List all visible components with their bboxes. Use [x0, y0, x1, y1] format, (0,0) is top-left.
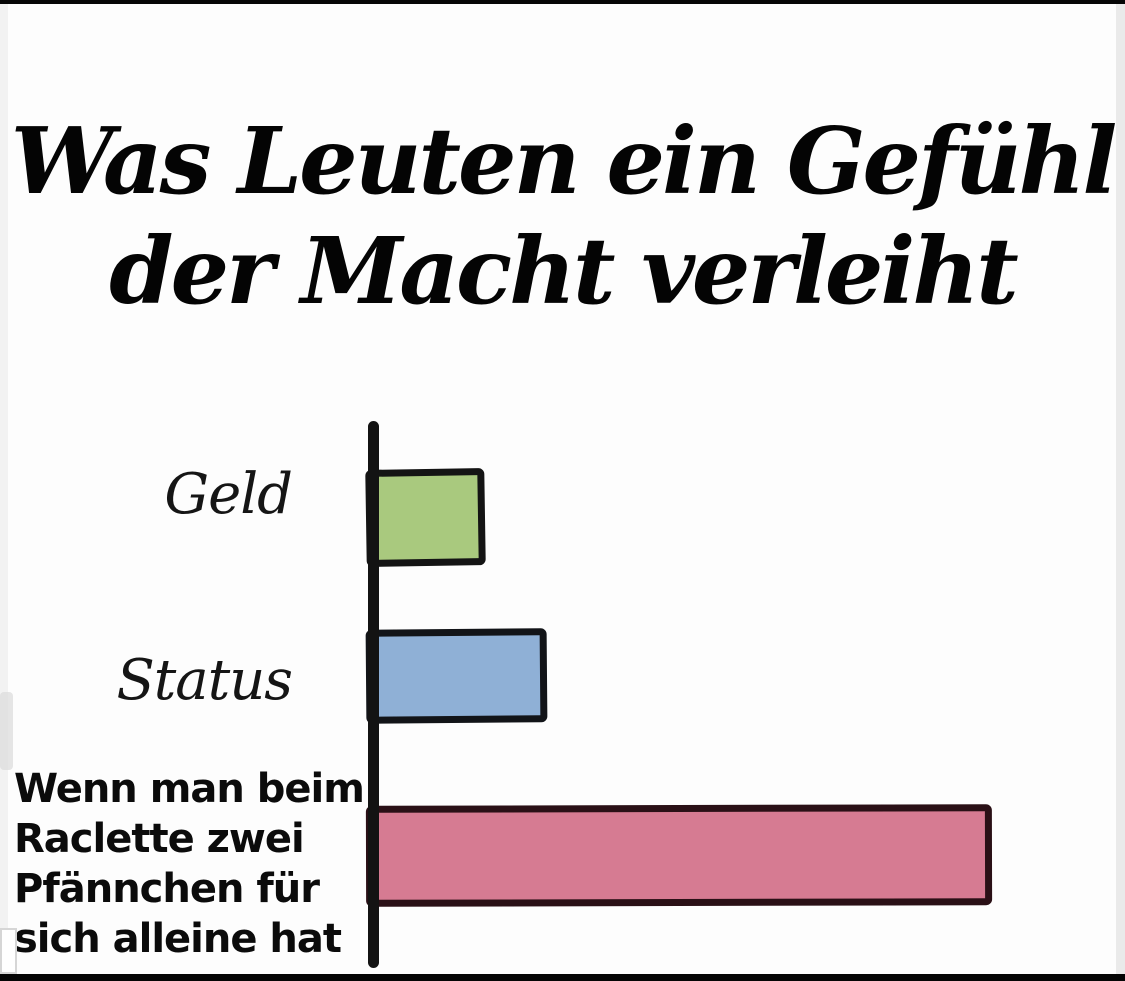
category-label-raclette-line: sich alleine hat — [14, 916, 342, 962]
bar-status — [365, 628, 548, 724]
category-label-raclette-line: Raclette zwei — [14, 816, 305, 862]
left-edge-artifact — [0, 928, 17, 974]
bar-geld — [365, 468, 486, 567]
category-label-raclette: Wenn man beim Raclette zwei Pfännchen fü… — [14, 764, 374, 964]
right-edge-strip — [1116, 0, 1125, 981]
top-border-line — [0, 0, 1125, 4]
chart-title-line-2: der Macht verleiht — [109, 217, 1019, 326]
category-label-status: Status — [116, 648, 293, 713]
bar-raclette — [365, 804, 993, 907]
category-label-raclette-line: Wenn man beim — [14, 766, 365, 812]
category-label-raclette-line: Pfännchen für — [14, 866, 320, 912]
category-label-geld: Geld — [164, 462, 293, 527]
chart-title: Was Leuten ein Gefühl der Macht verleiht — [0, 106, 1125, 327]
left-edge-strip — [0, 0, 8, 981]
y-axis-line — [368, 421, 379, 968]
left-edge-artifact — [0, 692, 13, 770]
chart-title-line-1: Was Leuten ein Gefühl — [10, 106, 1118, 215]
bottom-border-bar — [0, 974, 1125, 981]
